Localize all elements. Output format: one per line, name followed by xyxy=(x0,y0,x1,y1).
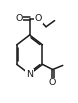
Text: O: O xyxy=(35,14,42,23)
Text: N: N xyxy=(26,70,33,79)
Text: O: O xyxy=(49,78,56,87)
Text: O: O xyxy=(15,14,22,23)
